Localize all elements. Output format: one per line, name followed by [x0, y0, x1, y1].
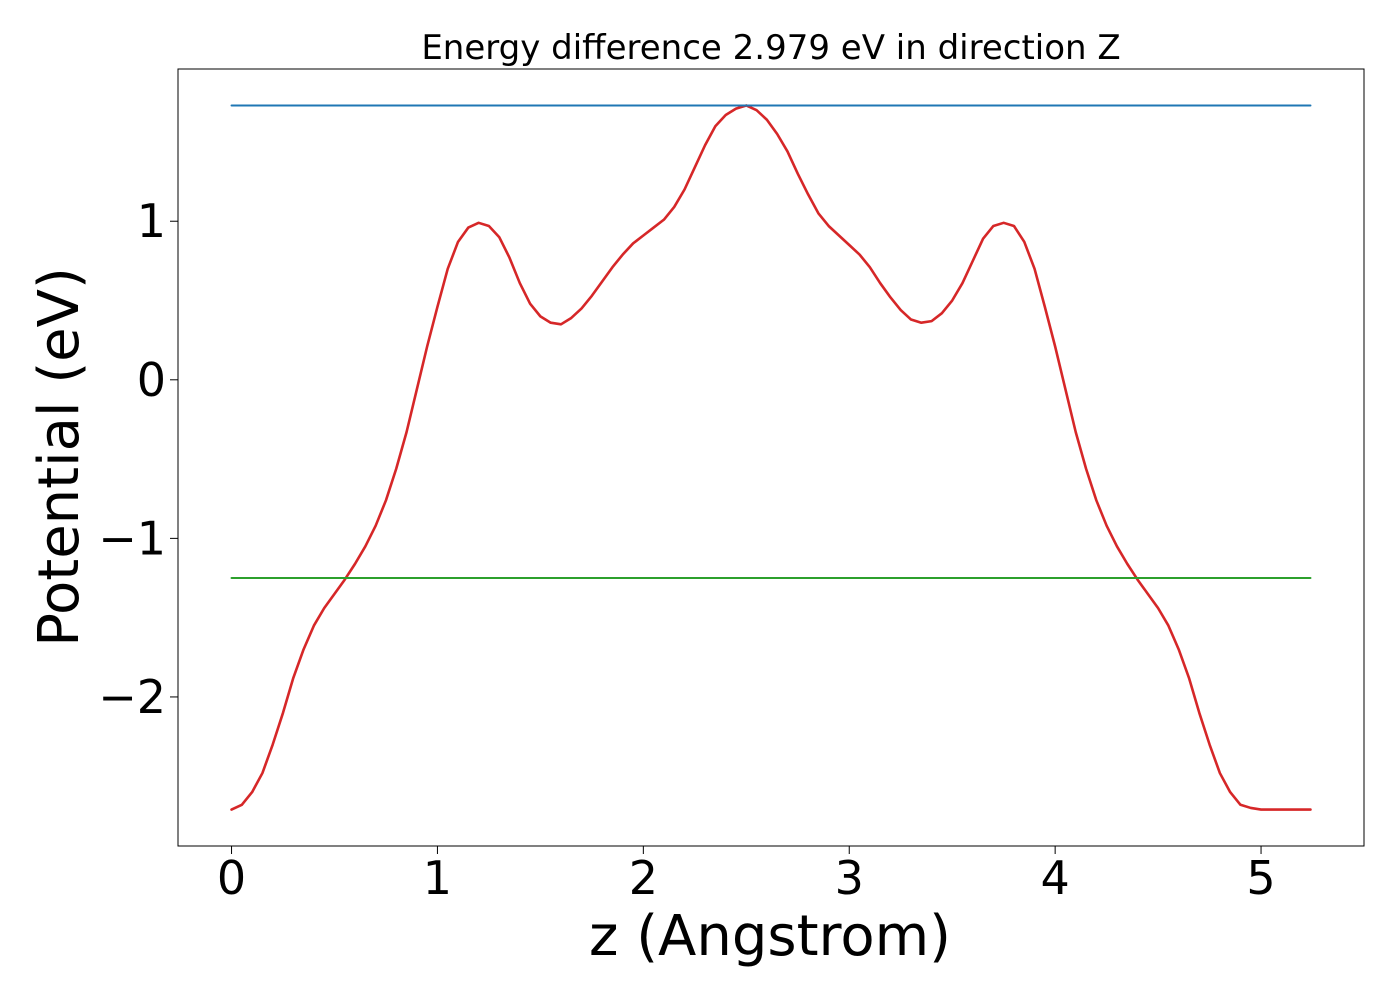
y-tick-label: 0	[137, 353, 166, 407]
x-tick-label: 1	[423, 851, 452, 905]
x-tick-label: 4	[1041, 851, 1070, 905]
plot-frame	[177, 68, 1365, 847]
y-tick-label: −1	[98, 511, 166, 565]
y-axis-label: Potential (eV)	[27, 267, 92, 647]
x-tick-label: 3	[835, 851, 864, 905]
x-axis-label: z (Angstrom)	[589, 904, 951, 969]
x-tick-label: 5	[1246, 851, 1275, 905]
y-tick-label: 1	[137, 194, 166, 248]
chart-title: Energy difference 2.979 eV in direction …	[421, 28, 1120, 68]
x-tick-label: 2	[629, 851, 658, 905]
y-tick-label: −2	[98, 670, 166, 724]
x-tick-label: 0	[217, 851, 246, 905]
potential-series-line	[230, 104, 1312, 811]
